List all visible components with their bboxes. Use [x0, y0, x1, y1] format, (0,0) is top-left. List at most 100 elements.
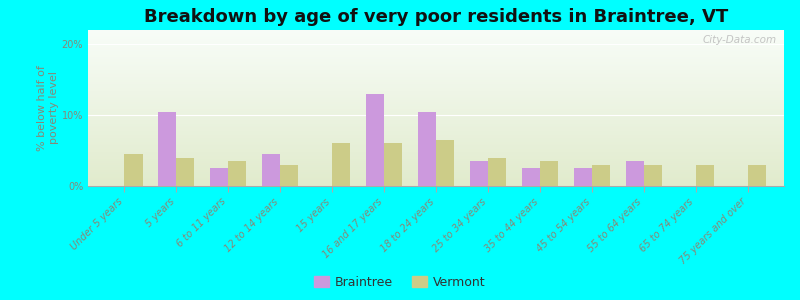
Bar: [88, 48, 784, 49]
Bar: [522, 168, 540, 186]
Bar: [88, 131, 784, 132]
Bar: [88, 82, 784, 83]
Bar: [88, 175, 784, 176]
Text: City-Data.com: City-Data.com: [703, 35, 777, 45]
Bar: [88, 125, 784, 126]
Bar: [88, 75, 784, 76]
Bar: [88, 77, 784, 78]
Bar: [88, 162, 784, 163]
Bar: [88, 50, 784, 51]
Bar: [88, 119, 784, 120]
Bar: [88, 179, 784, 180]
Bar: [88, 164, 784, 165]
Bar: [88, 116, 784, 117]
Bar: [88, 37, 784, 38]
Bar: [88, 111, 784, 112]
Bar: [88, 81, 784, 82]
Bar: [88, 121, 784, 122]
Bar: [332, 143, 350, 186]
Bar: [88, 68, 784, 69]
Bar: [88, 49, 784, 50]
Bar: [88, 76, 784, 77]
Bar: [88, 30, 784, 31]
Bar: [88, 172, 784, 173]
Bar: [88, 64, 784, 65]
Bar: [626, 161, 644, 186]
Bar: [88, 182, 784, 183]
Bar: [88, 107, 784, 108]
Bar: [488, 158, 506, 186]
Bar: [88, 61, 784, 62]
Bar: [176, 158, 194, 186]
Bar: [88, 53, 784, 54]
Bar: [88, 185, 784, 186]
Bar: [88, 38, 784, 39]
Bar: [88, 60, 784, 61]
Bar: [88, 36, 784, 37]
Bar: [88, 33, 784, 34]
Bar: [88, 123, 784, 124]
Bar: [280, 165, 298, 186]
Bar: [210, 168, 228, 186]
Bar: [88, 84, 784, 85]
Bar: [124, 154, 142, 186]
Bar: [88, 127, 784, 128]
Bar: [88, 129, 784, 130]
Bar: [88, 177, 784, 178]
Bar: [88, 80, 784, 81]
Bar: [88, 130, 784, 131]
Bar: [574, 168, 592, 186]
Bar: [88, 106, 784, 107]
Bar: [88, 55, 784, 56]
Bar: [88, 65, 784, 66]
Bar: [470, 161, 488, 186]
Bar: [88, 47, 784, 48]
Bar: [88, 69, 784, 70]
Bar: [88, 124, 784, 125]
Bar: [88, 105, 784, 106]
Bar: [88, 62, 784, 63]
Bar: [88, 92, 784, 93]
Bar: [88, 52, 784, 53]
Bar: [88, 35, 784, 36]
Bar: [88, 147, 784, 148]
Bar: [88, 88, 784, 89]
Bar: [366, 94, 384, 186]
Bar: [644, 165, 662, 186]
Bar: [262, 154, 280, 186]
Bar: [88, 169, 784, 170]
Bar: [88, 86, 784, 87]
Bar: [88, 63, 784, 64]
Bar: [88, 150, 784, 151]
Bar: [88, 79, 784, 80]
Bar: [88, 101, 784, 102]
Bar: [88, 66, 784, 67]
Bar: [88, 54, 784, 55]
Bar: [88, 166, 784, 167]
Bar: [88, 135, 784, 136]
Bar: [88, 74, 784, 75]
Bar: [592, 165, 610, 186]
Bar: [88, 89, 784, 90]
Bar: [88, 180, 784, 181]
Bar: [88, 51, 784, 52]
Bar: [88, 126, 784, 127]
Bar: [88, 99, 784, 100]
Bar: [88, 153, 784, 154]
Bar: [228, 161, 246, 186]
Bar: [88, 57, 784, 58]
Bar: [88, 85, 784, 86]
Bar: [88, 71, 784, 72]
Bar: [88, 139, 784, 140]
Legend: Braintree, Vermont: Braintree, Vermont: [309, 271, 491, 294]
Bar: [88, 168, 784, 169]
Bar: [88, 152, 784, 153]
Bar: [88, 39, 784, 40]
Bar: [88, 85, 784, 86]
Bar: [436, 140, 454, 186]
Bar: [88, 58, 784, 59]
Bar: [88, 108, 784, 109]
Bar: [88, 171, 784, 172]
Bar: [88, 45, 784, 46]
Bar: [88, 165, 784, 166]
